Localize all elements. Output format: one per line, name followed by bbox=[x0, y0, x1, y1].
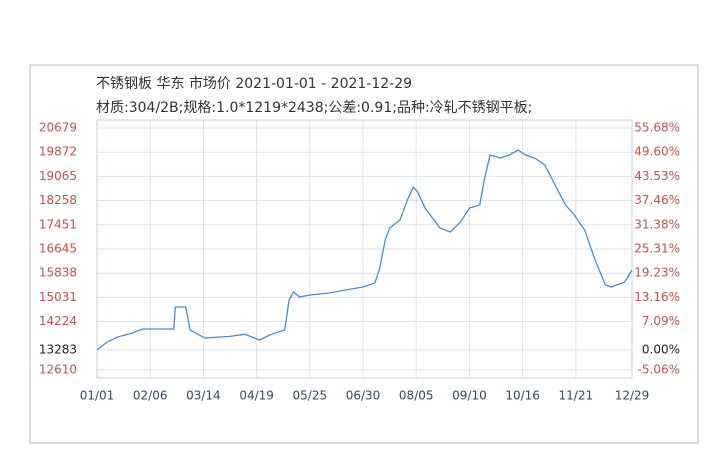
x-tick-label: 09/10 bbox=[452, 389, 487, 403]
x-tick-label: 05/25 bbox=[293, 389, 328, 403]
x-tick-label: 03/14 bbox=[186, 389, 221, 403]
x-tick-label: 01/01 bbox=[80, 389, 115, 403]
y2-tick-label: 13.16% bbox=[634, 290, 680, 304]
y-tick-label: 13283 bbox=[39, 342, 77, 356]
price-line bbox=[96, 149, 633, 351]
x-tick-label: 10/16 bbox=[505, 389, 540, 403]
y2-tick-label: 7.09% bbox=[642, 314, 680, 328]
x-tick-label: 06/30 bbox=[346, 389, 381, 403]
y-tick-label: 19065 bbox=[39, 169, 77, 183]
chart-title: 不锈钢板 华东 市场价 2021-01-01 - 2021-12-29 bbox=[96, 75, 412, 92]
y-tick-label: 17451 bbox=[39, 217, 77, 231]
x-tick-label: 11/21 bbox=[559, 389, 594, 403]
x-tick-label: 08/05 bbox=[399, 389, 434, 403]
y-tick-label: 15031 bbox=[39, 290, 77, 304]
y2-tick-label: 25.31% bbox=[634, 242, 680, 256]
y2-tick-label: -5.06% bbox=[638, 363, 680, 377]
plot-border bbox=[96, 119, 633, 379]
y-tick-label: 20679 bbox=[39, 121, 77, 135]
y-tick-label: 14224 bbox=[39, 314, 77, 328]
y-tick-label: 18258 bbox=[39, 193, 77, 207]
y2-tick-label: 49.60% bbox=[634, 145, 680, 159]
y2-tick-label: 31.38% bbox=[634, 217, 680, 231]
chart-subtitle: 材质:304/2B;规格:1.0*1219*2438;公差:0.91;品种:冷轧… bbox=[96, 100, 532, 116]
y-tick-label: 12610 bbox=[39, 363, 77, 377]
x-tick-label: 02/06 bbox=[133, 389, 168, 403]
x-tick-label: 04/19 bbox=[239, 389, 274, 403]
frame bbox=[29, 64, 699, 444]
y-tick-label: 15838 bbox=[39, 266, 77, 280]
y2-tick-label: 19.23% bbox=[634, 266, 680, 280]
y2-tick-label: 43.53% bbox=[634, 169, 680, 183]
y-tick-label: 19872 bbox=[39, 145, 77, 159]
x-tick-label: 12/29 bbox=[615, 389, 650, 403]
y2-tick-label: 0.00% bbox=[642, 342, 680, 356]
y-tick-label: 16645 bbox=[39, 241, 77, 255]
y2-tick-label: 55.68% bbox=[634, 121, 680, 135]
y2-tick-label: 37.46% bbox=[634, 193, 680, 207]
